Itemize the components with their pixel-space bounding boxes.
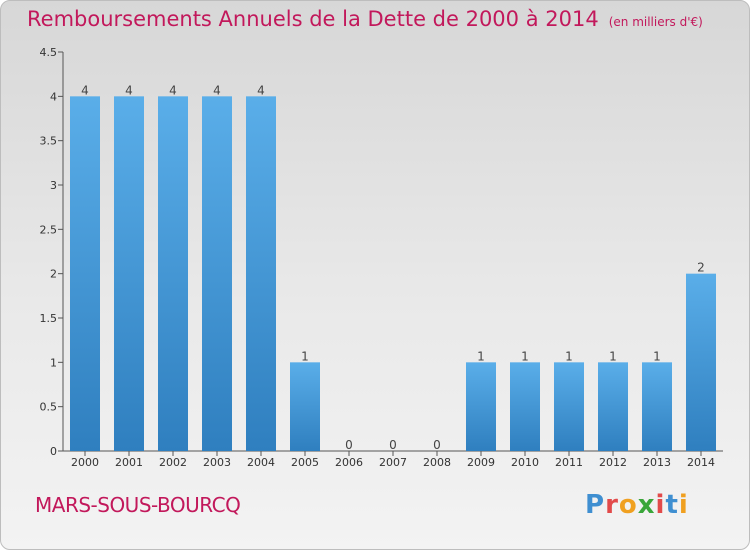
bar: [686, 273, 716, 451]
bar: [466, 362, 496, 451]
bar: [554, 362, 584, 451]
y-tick-label: 0.5: [40, 401, 58, 414]
bar: [290, 362, 320, 451]
commune-name: MARS-SOUS-BOURCQ: [35, 493, 241, 517]
bar-data-label: 4: [213, 83, 221, 97]
logo-letter: o: [618, 490, 638, 520]
bar: [642, 362, 672, 451]
logo-letter: t: [665, 490, 679, 520]
chart-title-main: Remboursements Annuels de la Dette de 20…: [27, 7, 599, 31]
x-tick-label: 2002: [159, 456, 187, 469]
x-tick-label: 2012: [599, 456, 627, 469]
x-tick-label: 2009: [467, 456, 495, 469]
x-tick-label: 2014: [687, 456, 715, 469]
bar-data-label: 0: [433, 438, 441, 452]
y-tick-label: 4: [50, 90, 57, 103]
y-tick-label: 2.5: [40, 223, 58, 236]
bar-data-label: 2: [697, 261, 705, 275]
x-tick-label: 2001: [115, 456, 143, 469]
chart-title-unit: (en milliers d'€): [608, 15, 703, 29]
bar-data-label: 1: [477, 349, 485, 363]
bar: [202, 96, 232, 451]
logo-letter: r: [605, 490, 619, 520]
y-tick-label: 0: [50, 445, 57, 458]
bar-data-label: 1: [653, 349, 661, 363]
x-tick-label: 2004: [247, 456, 275, 469]
x-tick-label: 2008: [423, 456, 451, 469]
proxiti-logo: Proxiti: [585, 490, 689, 520]
bar: [158, 96, 188, 451]
y-tick-label: 3.5: [40, 135, 58, 148]
logo-letter: x: [637, 490, 656, 520]
x-tick-label: 2000: [71, 456, 99, 469]
x-tick-label: 2013: [643, 456, 671, 469]
y-tick-label: 3: [50, 179, 57, 192]
x-tick-label: 2003: [203, 456, 231, 469]
bar-data-label: 0: [389, 438, 397, 452]
bar: [510, 362, 540, 451]
logo-letter: i: [678, 490, 689, 520]
bar: [598, 362, 628, 451]
y-tick-label: 2: [50, 268, 57, 281]
bar-data-label: 4: [125, 83, 133, 97]
y-tick-label: 1.5: [40, 312, 58, 325]
y-tick-label: 4.5: [40, 46, 58, 59]
logo-letter: i: [655, 490, 666, 520]
x-tick-label: 2010: [511, 456, 539, 469]
bar: [246, 96, 276, 451]
chart-title: Remboursements Annuels de la Dette de 20…: [27, 7, 703, 31]
x-tick-label: 2005: [291, 456, 319, 469]
bar-data-label: 1: [521, 349, 529, 363]
chart-bars: 4 4 4 4 4 1 0 0 0 1 1 1 1 1 2: [70, 83, 716, 452]
bar: [70, 96, 100, 451]
x-tick-label: 2007: [379, 456, 407, 469]
x-tick-label: 2006: [335, 456, 363, 469]
bar-data-label: 1: [565, 349, 573, 363]
x-tick-label: 2011: [555, 456, 583, 469]
bar-data-label: 4: [257, 83, 265, 97]
bar-data-label: 4: [169, 83, 177, 97]
bar-data-label: 4: [81, 83, 89, 97]
y-tick-label: 1: [50, 356, 57, 369]
logo-letter: P: [585, 490, 606, 520]
bar-data-label: 0: [345, 438, 353, 452]
bar-data-label: 1: [301, 349, 309, 363]
bar-data-label: 1: [609, 349, 617, 363]
bar: [114, 96, 144, 451]
